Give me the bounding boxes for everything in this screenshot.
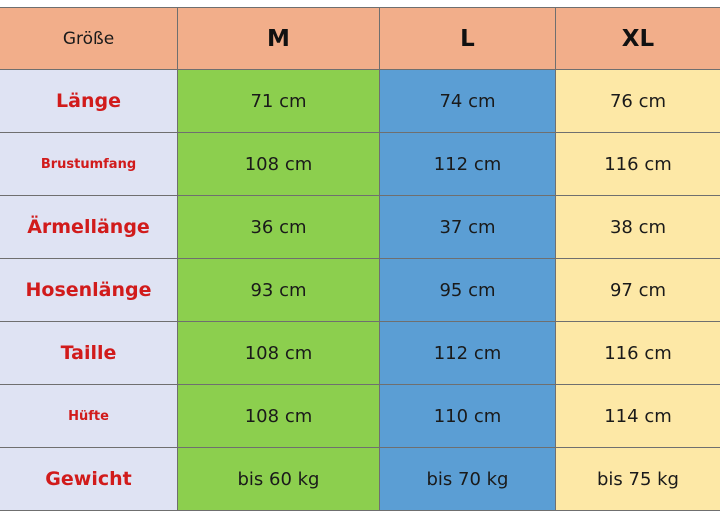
cell-l: 95 cm — [380, 259, 556, 322]
cell-m: 93 cm — [178, 259, 380, 322]
row-label-laenge: Länge — [0, 70, 178, 133]
cell-l: 74 cm — [380, 70, 556, 133]
cell-xl: 76 cm — [556, 70, 720, 133]
row-label-huefte: Hüfte — [0, 385, 178, 448]
header-corner: Größe — [0, 8, 178, 70]
cell-m: bis 60 kg — [178, 448, 380, 511]
cell-m: 36 cm — [178, 196, 380, 259]
cell-xl: 97 cm — [556, 259, 720, 322]
corner-label: Größe — [62, 28, 115, 49]
cell-m: 71 cm — [178, 70, 380, 133]
row-label-aermellaenge: Ärmellänge — [0, 196, 178, 259]
cell-xl: 116 cm — [556, 133, 720, 196]
cell-xl: bis 75 kg — [556, 448, 720, 511]
cell-l: 37 cm — [380, 196, 556, 259]
cell-xl: 38 cm — [556, 196, 720, 259]
header-size-l: L — [380, 8, 556, 70]
header-size-xl: XL — [556, 8, 720, 70]
cell-l: 112 cm — [380, 133, 556, 196]
row-label-hosenlaenge: Hosenlänge — [0, 259, 178, 322]
cell-m: 108 cm — [178, 133, 380, 196]
size-chart-table: Größe M L XL Länge 71 cm 74 cm 76 cm Bru… — [0, 7, 720, 511]
cell-l: 112 cm — [380, 322, 556, 385]
cell-xl: 114 cm — [556, 385, 720, 448]
cell-xl: 116 cm — [556, 322, 720, 385]
row-label-taille: Taille — [0, 322, 178, 385]
cell-l: 110 cm — [380, 385, 556, 448]
cell-l: bis 70 kg — [380, 448, 556, 511]
cell-m: 108 cm — [178, 322, 380, 385]
row-label-gewicht: Gewicht — [0, 448, 178, 511]
cell-m: 108 cm — [178, 385, 380, 448]
row-label-brustumfang: Brustumfang — [0, 133, 178, 196]
header-size-m: M — [178, 8, 380, 70]
